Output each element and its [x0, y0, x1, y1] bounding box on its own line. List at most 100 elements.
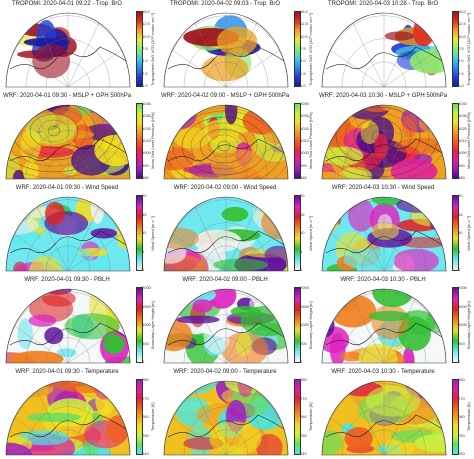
colorbar-tick-label: 1020: [142, 125, 151, 131]
colorbar-tick-label: 15: [142, 211, 147, 217]
colorbar-tick-label: 10.0: [142, 33, 150, 39]
colorbar-tick-label: 280: [300, 377, 307, 382]
colorbar-tick-label: 1030: [300, 113, 309, 119]
colorbar-tick-label: 1040: [142, 101, 151, 106]
wrf-mslp-panel-2: WRF: 2020-04-02 09:00 - MSLP + GPH 500hP…: [158, 92, 316, 183]
map-field: [163, 196, 289, 272]
colorbar-label: Mean Sea Level Pressure [hPa]: [150, 112, 155, 170]
wrf-wind-speed-panel-3: WRF: 2020-04-03 10:30 - Wind Speed 20 15 10…: [316, 184, 474, 275]
wrf-pblh-panel-2: WRF: 2020-04-02 09:00 - PBLH 2000 1500 1000…: [158, 276, 316, 367]
panel-title: WRF: 2020-04-02 09:00 - Temperature: [173, 369, 277, 375]
colorbar-tick-label: 20: [142, 193, 147, 198]
panel-title: WRF: 2020-04-03 10:30 - Temperature: [331, 369, 435, 375]
colorbar-tick-label: 280: [458, 377, 465, 382]
colorbar-tick-label: 1500: [142, 303, 151, 309]
colorbar-tick-label: 2000: [458, 285, 467, 290]
colorbar-tick-label: 250: [458, 432, 465, 438]
panel-title: WRF: 2020-04-02 09:00 - PBLH: [182, 277, 268, 283]
colorbar-tick-label: 0.0: [142, 83, 148, 88]
colorbar-tick-label: 1030: [142, 113, 151, 119]
colorbar-label: Tropospheric BrO VCD [10¹³ molec cm⁻²]: [466, 12, 471, 86]
colorbar-tick-label: 10.0: [458, 33, 466, 39]
colorbar-tick-label: 15.0: [142, 9, 150, 14]
colorbar-tick-label: 1010: [458, 138, 467, 143]
colorbar-tick-label: 1000: [300, 322, 309, 327]
colorbar-label: Boundary Layer Height [m]: [466, 301, 471, 349]
map-field: [163, 288, 289, 364]
colorbar-tick-label: 1000: [142, 150, 151, 156]
colorbar-tick-label: 15.0: [458, 9, 466, 14]
wrf-wind-speed-panel-2: WRF: 2020-04-02 09:00 - Wind Speed 20 15 10…: [158, 184, 316, 275]
wrf-temperature-panel-2: WRF: 2020-04-02 09:00 - Temperature 280 27…: [158, 368, 316, 459]
colorbar-label: Temperature [K]: [466, 402, 471, 432]
colorbar-tick-label: 990: [300, 162, 307, 168]
colorbar-tick-label: 980: [142, 175, 149, 180]
colorbar-ticks: 2000 1500 1000 500 0: [300, 285, 309, 364]
colorbar-tick-label: 15: [458, 211, 463, 217]
colorbar-tick-label: 2000: [142, 285, 151, 290]
colorbar-tick-label: 1020: [458, 125, 467, 131]
colorbar-tick-label: 10: [458, 230, 463, 235]
panel-title: WRF: 2020-04-03 10:30 - MSLP + GPH 500hP…: [318, 93, 448, 99]
map-field: [5, 12, 131, 88]
colorbar-tick-label: 12.5: [142, 21, 150, 27]
colorbar-tick-label: 0: [142, 359, 145, 364]
colorbar-tick-label: 0.0: [458, 83, 464, 88]
colorbar-label: Mean Sea Level Pressure [hPa]: [466, 112, 471, 170]
colorbar-ticks: 280 270 260 250 240: [458, 377, 467, 456]
colorbar-tick-label: 20: [458, 193, 463, 198]
colorbar-tick-label: 1000: [300, 150, 309, 156]
colorbar-tick-label: 10: [142, 230, 147, 235]
colorbar: [136, 379, 143, 455]
colorbar-tick-label: 1010: [300, 138, 309, 143]
colorbar-tick-label: 1010: [142, 138, 151, 143]
colorbar-tick-label: 0: [142, 267, 145, 272]
colorbar-ticks: 280 270 260 250 240: [142, 377, 151, 456]
panel-title: WRF: 2020-04-01 09:30 - Wind Speed: [15, 185, 119, 191]
colorbar-ticks: 1040 1030 1020 1010 1000 990 980: [458, 101, 467, 180]
wrf-mslp-panel-3: WRF: 2020-04-03 10:30 - MSLP + GPH 500hP…: [316, 92, 474, 183]
colorbar-tick-label: 0: [458, 359, 461, 364]
tropomi-bro-panel-2: TROPOMI: 2020-04-02 09:03 - Trop. BrO 15.…: [158, 0, 316, 91]
colorbar-tick-label: 2.5: [300, 70, 306, 76]
colorbar-tick-label: 250: [142, 432, 149, 438]
colorbar: [136, 287, 143, 363]
colorbar-tick-label: 7.5: [300, 46, 306, 51]
colorbar: [294, 379, 301, 455]
map-field: [321, 288, 447, 364]
wrf-pblh-panel-3: WRF: 2020-04-03 10:30 - PBLH 2000 1500 1000…: [316, 276, 474, 367]
colorbar-tick-label: 500: [300, 340, 307, 346]
map-field: [321, 12, 447, 88]
colorbar-ticks: 15.0 12.5 10.0 7.5 5.0 2.5 0.0: [458, 9, 467, 88]
panel-title: WRF: 2020-04-01 09:30 - Temperature: [15, 369, 119, 375]
colorbar: [294, 287, 301, 363]
panel-title: TROPOMI: 2020-04-02 09:03 - Trop. BrO: [169, 1, 281, 7]
colorbar-tick-label: 5.0: [142, 58, 148, 64]
colorbar-ticks: 15.0 12.5 10.0 7.5 5.0 2.5 0.0: [142, 9, 151, 88]
colorbar-tick-label: 0.0: [300, 83, 306, 88]
wrf-temperature-panel-1: WRF: 2020-04-01 09:30 - Temperature 280 27…: [0, 368, 158, 459]
colorbar-tick-label: 980: [458, 175, 465, 180]
colorbar-tick-label: 1040: [458, 101, 467, 106]
colorbar-tick-label: 260: [458, 414, 465, 419]
colorbar-label: Boundary Layer Height [m]: [308, 301, 313, 349]
colorbar-tick-label: 20: [300, 193, 305, 198]
colorbar-tick-label: 15.0: [300, 9, 308, 14]
colorbar-tick-label: 7.5: [458, 46, 464, 51]
map-field: [321, 380, 447, 456]
colorbar-tick-label: 980: [300, 175, 307, 180]
colorbar-tick-label: 270: [458, 395, 465, 401]
panel-title: WRF: 2020-04-03 10:30 - PBLH: [340, 277, 426, 283]
tropomi-bro-panel-1: TROPOMI: 2020-04-01 09:22 - Trop. BrO 15.…: [0, 0, 158, 91]
colorbar: [452, 195, 459, 271]
wrf-mslp-panel-1: WRF: 2020-04-01 09:30 - MSLP + GPH 500hP…: [0, 92, 158, 183]
colorbar-tick-label: 1020: [300, 125, 309, 131]
colorbar-tick-label: 0: [300, 267, 303, 272]
colorbar-ticks: 2000 1500 1000 500 0: [458, 285, 467, 364]
colorbar: [294, 11, 301, 87]
colorbar-tick-label: 270: [300, 395, 307, 401]
colorbar-tick-label: 240: [300, 451, 307, 456]
map-field: [321, 104, 447, 180]
panel-title: TROPOMI: 2020-04-03 10:28 - Trop. BrO: [327, 1, 439, 7]
